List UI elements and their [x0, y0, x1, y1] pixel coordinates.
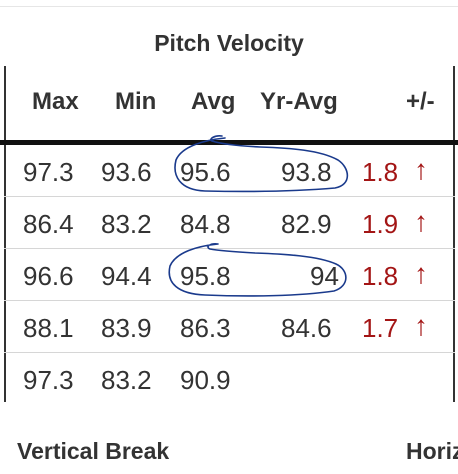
cell-min: 83.2: [101, 365, 152, 395]
cell-diff: 1.9: [362, 209, 399, 239]
cell-avg: 84.8: [180, 209, 231, 239]
cell-diff: 1.8: [362, 261, 399, 291]
up-arrow-icon: ↑: [414, 258, 428, 289]
cell-diff: 1.8: [362, 157, 399, 187]
section-headers: Vertical Break Horiz: [0, 430, 458, 474]
cell-yr-avg: 84.6: [281, 313, 332, 343]
section-title-horizontal-break: Horiz: [406, 438, 458, 464]
cell-max: 97.3: [23, 157, 74, 187]
table-right-border: [453, 66, 455, 402]
table-row: 97.3 93.6 95.6 93.8 1.8 ↑: [4, 145, 455, 197]
header-yr-avg: Yr-Avg: [260, 88, 338, 115]
row-divider: [4, 352, 455, 353]
table-row: 86.4 83.2 84.8 82.9 1.9 ↑: [4, 197, 455, 249]
up-arrow-icon: ↑: [414, 206, 428, 237]
table-row-summary: 97.3 83.2 90.9: [4, 353, 455, 405]
cell-min: 83.9: [101, 313, 152, 343]
cell-yr-avg: 93.8: [281, 157, 332, 187]
row-divider: [4, 300, 455, 301]
header-avg: Avg: [191, 88, 236, 115]
cell-avg: 95.6: [180, 157, 231, 187]
cell-max: 96.6: [23, 261, 74, 291]
cell-max: 86.4: [23, 209, 74, 239]
cell-diff: 1.7: [362, 313, 399, 343]
cell-avg: 86.3: [180, 313, 231, 343]
table-left-border: [4, 66, 6, 402]
cell-avg: 90.9: [180, 365, 231, 395]
cell-min: 83.2: [101, 209, 152, 239]
table-row: 96.6 94.4 95.8 94 1.8 ↑: [4, 249, 455, 301]
cell-avg: 95.8: [180, 261, 231, 291]
cell-max: 88.1: [23, 313, 74, 343]
top-divider: [0, 6, 458, 7]
header-min: Min: [115, 88, 157, 115]
cell-yr-avg: 82.9: [281, 209, 332, 239]
up-arrow-icon: ↑: [414, 154, 428, 185]
row-divider: [4, 196, 455, 197]
cell-max: 97.3: [23, 365, 74, 395]
up-arrow-icon: ↑: [414, 310, 428, 341]
table-row: 88.1 83.9 86.3 84.6 1.7 ↑: [4, 301, 455, 353]
cell-yr-avg: 94: [310, 261, 339, 291]
header-diff: +/-: [406, 88, 435, 115]
table-title: Pitch Velocity: [154, 30, 304, 56]
cell-min: 94.4: [101, 261, 152, 291]
header-max: Max: [32, 88, 79, 115]
section-title-vertical-break: Vertical Break: [17, 438, 170, 464]
cell-min: 93.6: [101, 157, 152, 187]
